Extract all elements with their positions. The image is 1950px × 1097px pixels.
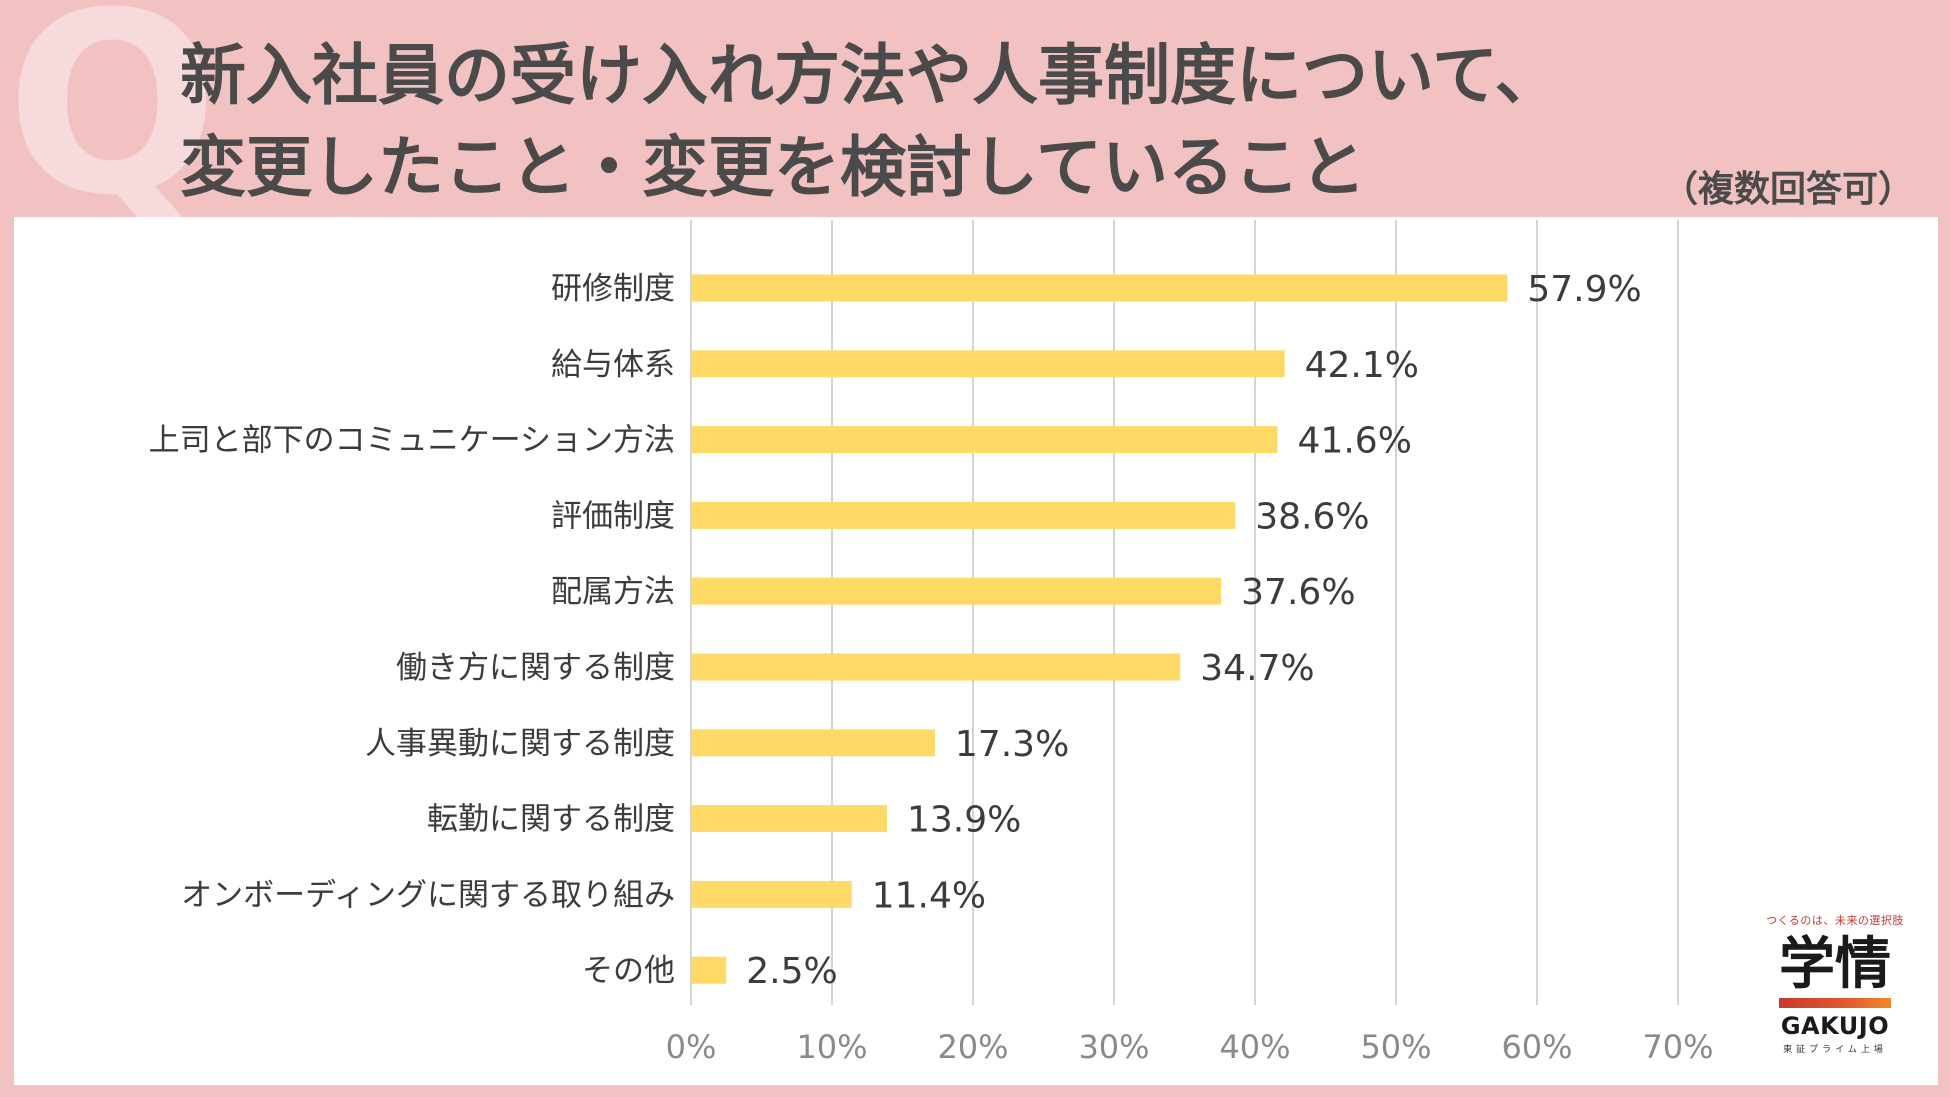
category-label: 給与体系 — [551, 347, 675, 383]
x-tick-label: 40% — [1219, 1028, 1290, 1066]
x-tick-label: 0% — [666, 1028, 717, 1066]
bar — [691, 426, 1278, 454]
category-label: 転勤に関する制度 — [427, 802, 675, 838]
value-label: 41.6% — [1298, 421, 1412, 462]
multiple-answer-note: （複数回答可） — [1661, 169, 1914, 210]
bar — [691, 501, 1236, 529]
category-label: その他 — [582, 953, 675, 989]
value-label: 42.1% — [1305, 345, 1419, 386]
bar — [691, 274, 1508, 302]
page-title: 新入社員の受け入れ方法や人事制度について、 変更したこと・変更を検討していること — [180, 30, 1561, 214]
category-label: 研修制度 — [551, 271, 675, 307]
category-label: 上司と部下のコミュニケーション方法 — [149, 423, 675, 459]
x-tick-label: 60% — [1501, 1028, 1572, 1066]
x-tick-label: 20% — [937, 1028, 1008, 1066]
bar — [691, 577, 1222, 605]
logo-name: GAKUJO — [1780, 1012, 1890, 1040]
label-layer: 研修制度 57.9% 給与体系 42.1% 上司と部下のコミュニケーション方法 41.6%… — [149, 269, 1642, 992]
value-label: 13.9% — [907, 800, 1021, 841]
category-label: 働き方に関する制度 — [396, 650, 675, 686]
value-label: 11.4% — [872, 875, 986, 916]
q-mark: Q — [6, 0, 219, 250]
bar-chart: 研修制度 57.9% 給与体系 42.1% 上司と部下のコミュニケーション方法 41.6%… — [149, 220, 1714, 1066]
x-tick-label: 30% — [1078, 1028, 1149, 1066]
tick-layer: 0% 10% 20% 30% 40% 50% 60% 70% — [666, 1028, 1714, 1066]
x-tick-label: 10% — [796, 1028, 867, 1066]
value-label: 17.3% — [955, 724, 1069, 765]
title-line-2: 変更したこと・変更を検討していること — [180, 129, 1367, 206]
bar — [691, 880, 852, 908]
chart-panel: 研修制度 57.9% 給与体系 42.1% 上司と部下のコミュニケーション方法 41.6%… — [14, 217, 1938, 1085]
logo-tagline: つくるのは、未来の選択肢 — [1766, 914, 1904, 927]
logo-accent-bar — [1779, 998, 1891, 1008]
value-label: 2.5% — [746, 951, 837, 992]
x-tick-label: 70% — [1642, 1028, 1713, 1066]
value-label: 38.6% — [1255, 496, 1369, 537]
gakujo-logo: つくるのは、未来の選択肢 学情 GAKUJO 東証プライム上場 — [1760, 912, 1910, 1055]
bar — [691, 805, 887, 833]
bar-layer — [691, 274, 1508, 984]
value-label: 57.9% — [1527, 269, 1641, 310]
bar — [691, 653, 1181, 681]
x-tick-label: 50% — [1360, 1028, 1431, 1066]
bar — [691, 729, 935, 757]
value-label: 34.7% — [1200, 648, 1314, 689]
category-label: オンボーディングに関する取り組み — [181, 877, 675, 913]
logo-listing: 東証プライム上場 — [1783, 1045, 1887, 1055]
bar — [691, 350, 1285, 378]
category-label: 評価制度 — [551, 498, 675, 534]
bar — [691, 956, 727, 984]
category-label: 人事異動に関する制度 — [365, 726, 675, 762]
category-label: 配属方法 — [551, 574, 675, 610]
title-line-1: 新入社員の受け入れ方法や人事制度について、 — [180, 37, 1561, 114]
value-label: 37.6% — [1241, 572, 1355, 613]
logo-kanji: 学情 — [1779, 932, 1891, 997]
